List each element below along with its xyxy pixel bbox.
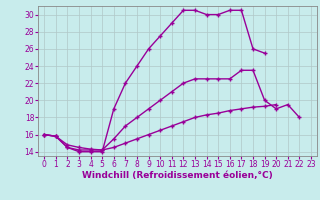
X-axis label: Windchill (Refroidissement éolien,°C): Windchill (Refroidissement éolien,°C) — [82, 171, 273, 180]
